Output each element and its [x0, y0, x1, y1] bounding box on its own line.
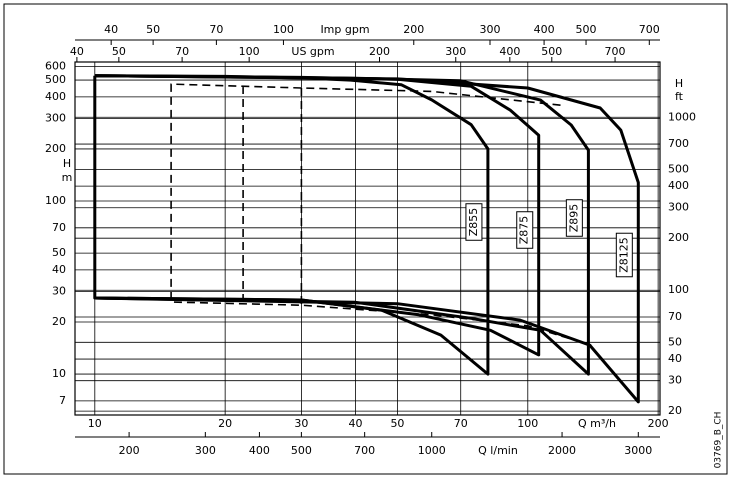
x4-tick-label: 2000 [548, 444, 576, 457]
curve-label-box [615, 232, 633, 278]
y2-tick-label: 200 [668, 231, 689, 244]
y2-tick-label: 40 [668, 352, 682, 365]
x4-tick-label: 300 [195, 444, 216, 457]
x4-label: Q l/min [478, 444, 518, 457]
x3-tick-label: 200 [403, 23, 424, 36]
x-tick-label: 10 [88, 417, 102, 430]
x2-tick-label: 40 [70, 45, 84, 58]
x-tick-label: 200 [648, 417, 669, 430]
y-tick-label: 50 [52, 246, 66, 259]
y-tick-label: 300 [45, 111, 66, 124]
y2-tick-label: 70 [668, 310, 682, 323]
curve-label-box [465, 203, 483, 241]
y-tick-label: 70 [52, 221, 66, 234]
x2-tick-label: 300 [445, 45, 466, 58]
x3-tick-label: 100 [273, 23, 294, 36]
y2-label: H [675, 77, 683, 90]
y-tick-label: 100 [45, 194, 66, 207]
y2-tick-label: 400 [668, 179, 689, 192]
x4-tick-label: 200 [119, 444, 140, 457]
figure-id: 03769_B_CH [714, 412, 724, 469]
x4-tick-label: 500 [291, 444, 312, 457]
curve-label-box [565, 199, 583, 237]
x2-tick-label: 50 [112, 45, 126, 58]
x-label: Q m³/h [578, 417, 616, 430]
x-tick-label: 100 [517, 417, 538, 430]
y-label: m [62, 171, 73, 184]
pump-curve [94, 74, 590, 376]
x2-label: US gpm [291, 45, 334, 58]
x2-tick-label: 200 [369, 45, 390, 58]
y2-tick-label: 500 [668, 162, 689, 175]
y2-tick-label: 1000 [668, 110, 696, 123]
y-tick-label: 10 [52, 367, 66, 380]
curve-label: Z895 [567, 204, 580, 233]
curve-label: Z8125 [617, 237, 630, 273]
y-tick-label: 7 [59, 394, 66, 407]
x-tick-label: 70 [454, 417, 468, 430]
y-label: H [63, 157, 71, 170]
x-tick-label: 20 [218, 417, 232, 430]
y-tick-label: 200 [45, 142, 66, 155]
x3-tick-label: 700 [639, 23, 660, 36]
y2-tick-label: 20 [668, 404, 682, 417]
x3-tick-label: 300 [479, 23, 500, 36]
outer-frame [3, 3, 728, 475]
y2-tick-label: 30 [668, 374, 682, 387]
x-tick-label: 30 [294, 417, 308, 430]
curve-label-box [516, 211, 534, 249]
dashed-curve [170, 83, 592, 346]
y2-tick-label: 50 [668, 335, 682, 348]
y-tick-label: 600 [45, 59, 66, 72]
x2-tick-label: 700 [605, 45, 626, 58]
curve-label: Z855 [467, 208, 480, 237]
y-tick-label: 400 [45, 90, 66, 103]
x2-tick-label: 500 [541, 45, 562, 58]
x4-tick-label: 1000 [418, 444, 446, 457]
x4-tick-label: 700 [354, 444, 375, 457]
pump-curve [93, 74, 490, 376]
x2-tick-label: 100 [239, 45, 260, 58]
y2-tick-label: 100 [668, 283, 689, 296]
x3-tick-label: 70 [209, 23, 223, 36]
pump-curve [94, 74, 640, 404]
y2-tick-label: 300 [668, 201, 689, 214]
y2-tick-label: 700 [668, 137, 689, 150]
y-tick-label: 500 [45, 73, 66, 86]
y-tick-label: 30 [52, 285, 66, 298]
x3-label: Imp gpm [320, 23, 369, 36]
x2-tick-label: 70 [175, 45, 189, 58]
curve-label: Z875 [518, 216, 531, 245]
x3-tick-label: 40 [104, 23, 118, 36]
y-tick-label: 20 [52, 315, 66, 328]
x-tick-label: 50 [390, 417, 404, 430]
x-tick-label: 40 [348, 417, 362, 430]
y2-label: ft [675, 90, 684, 103]
x4-tick-label: 400 [249, 444, 270, 457]
x2-tick-label: 400 [499, 45, 520, 58]
x3-tick-label: 400 [534, 23, 555, 36]
x3-tick-label: 500 [576, 23, 597, 36]
x4-tick-label: 3000 [624, 444, 652, 457]
y-tick-label: 40 [52, 263, 66, 276]
x3-tick-label: 50 [146, 23, 160, 36]
